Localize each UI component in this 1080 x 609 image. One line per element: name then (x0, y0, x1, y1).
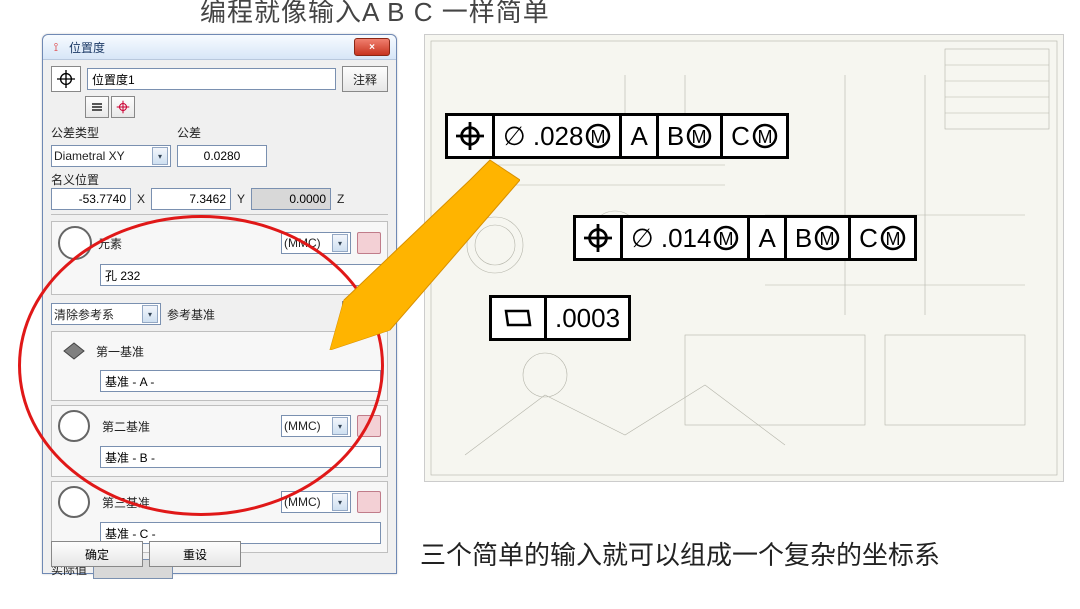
fcf1-c: C (731, 121, 750, 152)
datum2-value-input[interactable] (100, 446, 381, 468)
nominal-x-input[interactable] (51, 188, 131, 210)
position-symbol-icon (51, 66, 81, 92)
position-dialog: ⟟ 位置度 × 注释 公差类型 公差 (42, 34, 397, 574)
chevron-down-icon: ▾ (332, 417, 348, 435)
datum1-title: 第一基准 (96, 343, 381, 360)
element-value-input[interactable] (100, 264, 381, 286)
close-icon: × (369, 42, 375, 53)
element-label: 元素 (98, 235, 275, 252)
element-mmc-select[interactable]: (MMC)▾ (281, 232, 351, 254)
chevron-down-icon: ▾ (332, 234, 348, 252)
tool-position-button[interactable] (111, 96, 135, 118)
tolerance-input[interactable] (177, 145, 267, 167)
name-input[interactable] (87, 68, 336, 90)
z-label: Z (337, 192, 344, 206)
window-title: 位置度 (69, 39, 105, 56)
svg-text:M: M (719, 229, 734, 249)
fcf3-tol: .0003 (547, 298, 628, 338)
fcf1-tol: ∅ .028 (503, 121, 583, 152)
fcf2-a: A (750, 218, 786, 258)
tolerance-type-select[interactable]: Diametral XY ▾ (51, 145, 171, 167)
fcf-flatness: .0003 (489, 295, 631, 341)
bottom-caption: 三个简单的输入就可以组成一个复杂的坐标系 (420, 535, 940, 572)
svg-text:M: M (820, 229, 835, 249)
position-symbol-icon (448, 116, 495, 156)
fcf-position-1: ∅ .028M A BM CM (445, 113, 789, 159)
datum3-pick-button[interactable] (357, 491, 381, 513)
fcf2-b: B (795, 223, 812, 254)
annotate-button[interactable]: 注释 (342, 66, 388, 92)
position-symbol-icon (576, 218, 623, 258)
svg-text:M: M (692, 127, 707, 147)
app-icon: ⟟ (49, 40, 63, 54)
reset-button[interactable]: 重设 (149, 541, 241, 567)
nominal-label: 名义位置 (51, 171, 388, 188)
fcf2-tol: ∅ .014 (631, 223, 711, 254)
fcf1-a: A (622, 116, 658, 156)
cad-drawing: ∅ .028M A BM CM ∅ .014M A BM CM .0003 ▱ … (424, 34, 1064, 482)
y-label: Y (237, 192, 245, 206)
top-caption: 编程就像输入A B C 一样简单 (200, 0, 550, 29)
datum3-title: 第三基准 (102, 494, 275, 511)
datum3-glyph (58, 486, 90, 518)
datum2-mmc-select[interactable]: (MMC)▾ (281, 415, 351, 437)
datum2-title: 第二基准 (102, 418, 275, 435)
tolerance-label: 公差 (177, 124, 201, 141)
x-label: X (137, 192, 145, 206)
transform-button[interactable]: 变换 (342, 301, 388, 327)
fcf-position-2: ∅ .014M A BM CM (573, 215, 917, 261)
svg-text:M: M (757, 127, 772, 147)
datum1-glyph (58, 336, 90, 366)
datum3-mmc-select[interactable]: (MMC)▾ (281, 491, 351, 513)
svg-text:M: M (591, 127, 606, 147)
ok-button[interactable]: 确定 (51, 541, 143, 567)
element-glyph (58, 226, 92, 260)
svg-text:M: M (885, 229, 900, 249)
nominal-z-input[interactable] (251, 188, 331, 210)
datum1-value-input[interactable] (100, 370, 381, 392)
datum2-pick-button[interactable] (357, 415, 381, 437)
chevron-down-icon: ▾ (332, 493, 348, 511)
tolerance-type-value: Diametral XY (54, 149, 125, 163)
fcf1-b: B (667, 121, 684, 152)
tolerance-type-label: 公差类型 (51, 124, 171, 141)
close-button[interactable]: × (354, 38, 390, 56)
tool-list-button[interactable] (85, 96, 109, 118)
ref-datum-label: 参考基准 (167, 306, 215, 323)
element-pick-button[interactable] (357, 232, 381, 254)
clear-ref-select[interactable]: 清除参考系▾ (51, 303, 161, 325)
titlebar: ⟟ 位置度 × (43, 35, 396, 60)
chevron-down-icon: ▾ (142, 305, 158, 323)
nominal-y-input[interactable] (151, 188, 231, 210)
flatness-symbol-icon (492, 298, 547, 338)
datum2-glyph (58, 410, 90, 442)
chevron-down-icon: ▾ (152, 147, 168, 165)
fcf2-c: C (859, 223, 878, 254)
